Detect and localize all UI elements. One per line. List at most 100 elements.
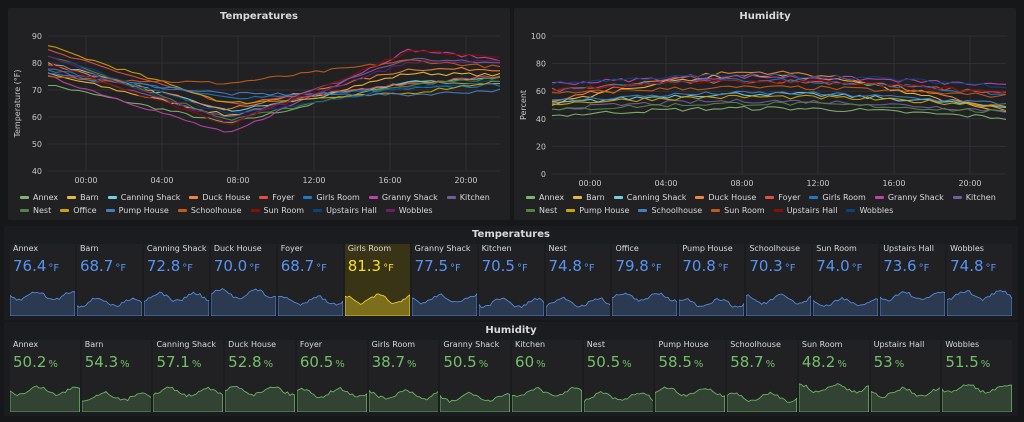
sparkline (870, 386, 941, 412)
sparkline-area (880, 291, 946, 316)
stat-annex[interactable]: Annex 76.4 °F (10, 244, 75, 316)
legend-item[interactable]: Foyer (259, 191, 294, 204)
sparkline-area (10, 385, 80, 412)
stat-sun-room[interactable]: Sun Room 48.2% (798, 340, 869, 412)
sparkline-area (813, 296, 879, 316)
stat-pump-house[interactable]: Pump House 70.8 °F (679, 244, 745, 316)
legend-item[interactable]: Canning Shack (107, 191, 180, 204)
sparkline-area (344, 293, 410, 316)
x-tick-label: 00:00 (74, 176, 97, 185)
legend-item[interactable]: Nest (526, 204, 557, 217)
legend-item[interactable]: Upstairs Hall (313, 204, 377, 217)
stat-sun-room[interactable]: Sun Room 74.0 °F (813, 244, 879, 316)
stat-value: 68.7 °F (281, 256, 327, 275)
legend-item[interactable]: Schoolhouse (638, 204, 702, 217)
stat-granny-shack[interactable]: Granny Shack 50.5% (440, 340, 511, 412)
legend-item[interactable]: Granny Shack (874, 191, 944, 204)
legend-swatch (20, 196, 29, 199)
stat-value: 58.5% (658, 352, 703, 371)
stat-value: 70.0 °F (214, 256, 260, 275)
legend-item[interactable]: Foyer (765, 191, 800, 204)
stat-unit: °F (583, 263, 595, 274)
legend-item[interactable]: Canning Shack (613, 191, 686, 204)
stat-nest[interactable]: Nest 74.8 °F (545, 244, 611, 316)
legend-item[interactable]: Sun Room (711, 204, 765, 217)
stat-duck-house[interactable]: Duck House 52.8% (225, 340, 295, 412)
sparkline (512, 386, 582, 412)
legend-item[interactable]: Annex (526, 191, 564, 204)
stat-unit: °F (918, 263, 930, 274)
stat-kitchen[interactable]: Kitchen 70.5 °F (478, 244, 544, 316)
legend-item[interactable]: Girls Room (809, 191, 866, 204)
stat-pump-house[interactable]: Pump House 58.5% (655, 340, 726, 412)
legend-item[interactable]: Wobbles (846, 204, 893, 217)
stat-number: 52.8 (228, 353, 262, 371)
legend-label: Foyer (272, 193, 295, 202)
sparkline-area (942, 384, 1013, 412)
stat-number: 51.5 (945, 353, 979, 371)
legend-item[interactable]: Granny Shack (368, 191, 438, 204)
legend-label: Upstairs Hall (786, 206, 838, 215)
legend-swatch (526, 209, 535, 212)
legend-item[interactable]: Sun Room (250, 204, 304, 217)
legend-item[interactable]: Office (60, 204, 97, 217)
stat-duck-house[interactable]: Duck House 70.0 °F (210, 244, 276, 316)
series-line (47, 55, 501, 123)
stat-wobbles[interactable]: Wobbles 51.5% (942, 340, 1013, 412)
sparkline (947, 290, 1013, 316)
stat-barn[interactable]: Barn 68.7 °F (76, 244, 142, 316)
sparkline (679, 298, 745, 316)
stat-annex[interactable]: Annex 50.2% (10, 340, 80, 412)
stat-nest[interactable]: Nest 50.5% (583, 340, 654, 412)
legend-item[interactable]: Pump House (566, 204, 629, 217)
legend-item[interactable]: Duck House (189, 191, 250, 204)
stat-girls-room[interactable]: Girls Room 38.7% (368, 340, 439, 412)
stat-name: Schoolhouse (730, 340, 781, 349)
stat-granny-shack[interactable]: Granny Shack 77.5 °F (411, 244, 477, 316)
stat-unit: % (120, 359, 130, 370)
legend-item[interactable]: Nest (20, 204, 51, 217)
legend-item[interactable]: Upstairs Hall (773, 204, 838, 217)
y-tick-label: 80 (32, 59, 42, 68)
humidity-graph-panel[interactable]: Humidity 0 20 40 60 80 100 00:00 04:00 08:00 12:0… (514, 8, 1016, 220)
legend-item[interactable]: Pump House (105, 204, 169, 217)
legend-label: Nest (33, 206, 52, 215)
temperatures-graph-panel[interactable]: Temperatures 40 50 60 70 80 90 00:00 04:00 08:00… (8, 8, 510, 220)
sparkline (813, 296, 879, 316)
legend-item[interactable]: Barn (573, 191, 605, 204)
stat-unit: % (407, 359, 417, 370)
stat-foyer[interactable]: Foyer 68.7 °F (277, 244, 343, 316)
stat-unit: °F (985, 263, 997, 274)
stat-kitchen[interactable]: Kitchen 60% (512, 340, 582, 412)
stat-upstairs-hall[interactable]: Upstairs Hall 73.6 °F (880, 244, 946, 316)
temperatures-stat-panel: Temperatures Annex 76.4 °F Barn 68.7 °F Cannin… (4, 226, 1018, 320)
stat-canning-shack[interactable]: Canning Shack 72.8 °F (143, 244, 209, 316)
legend-swatch (711, 209, 721, 212)
stat-name: Foyer (299, 340, 323, 349)
legend-item[interactable]: Duck House (695, 191, 756, 204)
stat-canning-shack[interactable]: Canning Shack 57.1% (153, 340, 224, 412)
sparkline (344, 293, 410, 316)
series-line (551, 105, 1007, 120)
stat-unit: % (837, 359, 847, 370)
stat-girls-room[interactable]: Girls Room 81.3 °F (344, 244, 410, 316)
stat-schoolhouse[interactable]: Schoolhouse 58.7% (727, 340, 797, 412)
legend-item[interactable]: Annex (20, 191, 58, 204)
sparkline-area (225, 385, 295, 412)
legend-item[interactable]: Girls Room (303, 191, 360, 204)
legend-item[interactable]: Wobbles (385, 204, 433, 217)
legend-swatch (874, 196, 884, 199)
legend-item[interactable]: Kitchen (952, 191, 996, 204)
stat-schoolhouse[interactable]: Schoolhouse 70.3 °F (746, 244, 812, 316)
stat-upstairs-hall[interactable]: Upstairs Hall 53% (870, 340, 941, 412)
legend-item[interactable]: Schoolhouse (177, 204, 242, 217)
stat-foyer[interactable]: Foyer 60.5% (296, 340, 367, 412)
stat-wobbles[interactable]: Wobbles 74.8 °F (947, 244, 1013, 316)
stat-unit: % (536, 359, 546, 370)
legend-item[interactable]: Barn (67, 191, 99, 204)
x-tick-label: 04:00 (150, 176, 173, 185)
stat-office[interactable]: Office 79.8 °F (612, 244, 678, 316)
legend-item[interactable]: Kitchen (446, 191, 490, 204)
stat-barn[interactable]: Barn 54.3% (81, 340, 152, 412)
stat-name: Pump House (658, 340, 709, 349)
